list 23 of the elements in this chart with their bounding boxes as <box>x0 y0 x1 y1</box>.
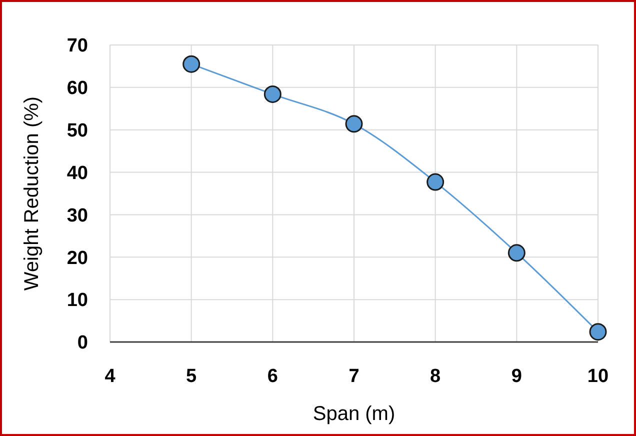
y-axis-title: Weight Reduction (%) <box>21 96 43 291</box>
y-tick-label: 30 <box>66 205 88 226</box>
x-tick-label: 7 <box>348 366 360 387</box>
x-tick-label: 9 <box>511 366 522 387</box>
y-tick-label: 70 <box>66 36 88 57</box>
x-tick-label: 8 <box>430 366 441 387</box>
point <box>426 173 444 191</box>
y-tick-label: 50 <box>66 120 88 142</box>
point <box>508 244 526 262</box>
x-tick-label: 6 <box>267 366 278 387</box>
x-tick-label: 10 <box>587 366 609 387</box>
y-tick-label: 10 <box>66 290 88 312</box>
y-tick-label: 60 <box>66 78 88 100</box>
point <box>345 115 363 133</box>
point <box>182 55 200 73</box>
x-tick-label: 4 <box>104 366 116 387</box>
y-tick-label: 40 <box>66 162 88 184</box>
x-axis-title: Span (m) <box>312 403 396 425</box>
x-tick-label: 5 <box>186 366 198 387</box>
point <box>589 323 607 341</box>
y-tick-label: 0 <box>77 332 88 354</box>
y-tick-label: 20 <box>66 248 88 269</box>
point <box>264 85 282 103</box>
